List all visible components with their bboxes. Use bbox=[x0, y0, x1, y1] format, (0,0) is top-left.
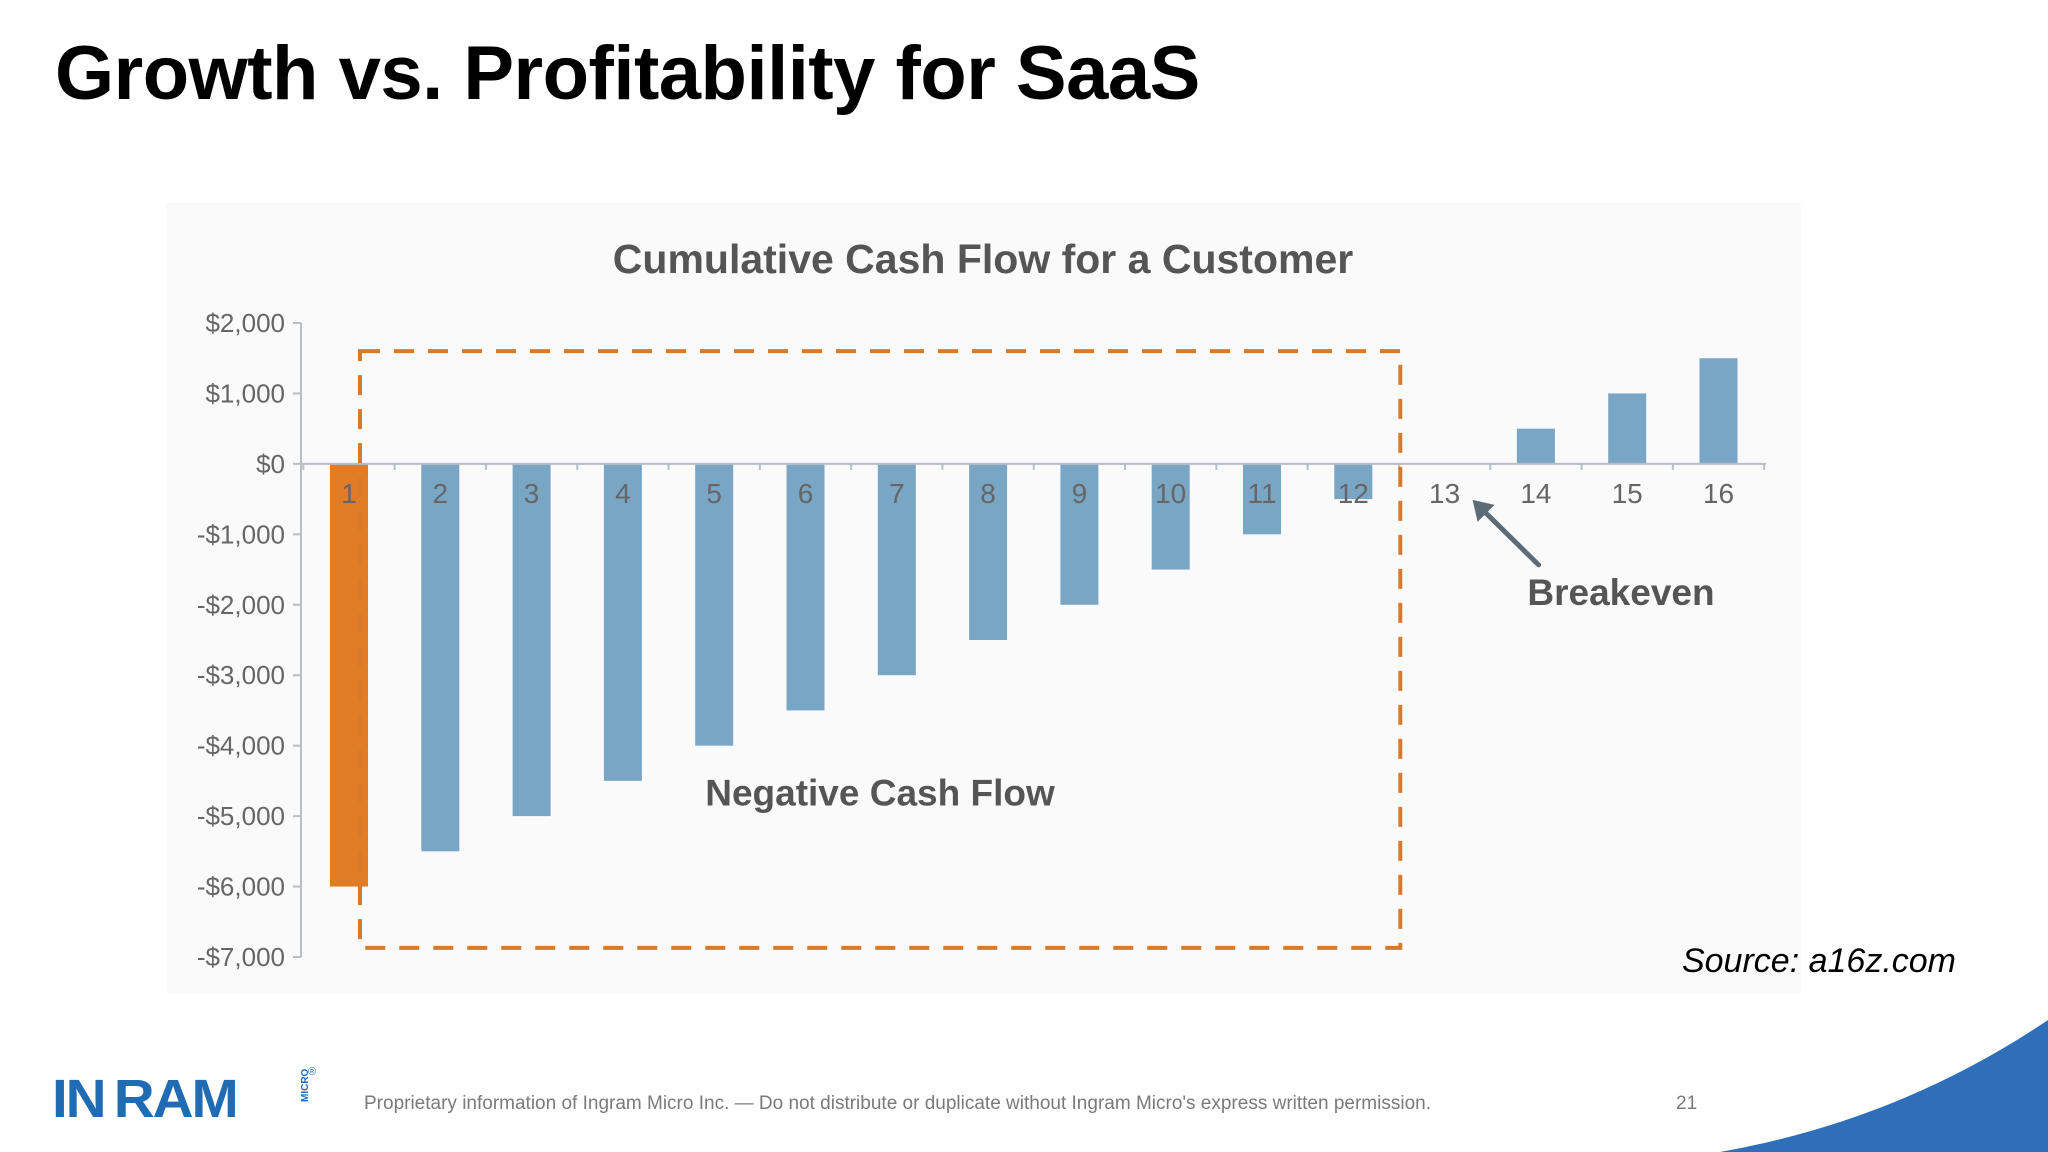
bar-period-14 bbox=[1516, 428, 1555, 464]
y-axis: $2,000 $1,000 $0 -$1,000 -$2,000 -$3,000 -$4,0… bbox=[197, 308, 302, 972]
x-tick-label: 16 bbox=[1703, 478, 1734, 509]
ingram-micro-logo: IN RAM MICRO ® bbox=[52, 1066, 327, 1129]
breakeven-arrow-shaft bbox=[1477, 504, 1542, 568]
logo-wordmark: IN RAM bbox=[52, 1069, 239, 1129]
bar-period-8 bbox=[969, 463, 1008, 640]
bar-period-7 bbox=[877, 463, 916, 676]
bar-period-16 bbox=[1699, 358, 1738, 464]
y-tick-label: -$1,000 bbox=[197, 519, 285, 549]
cumulative-cash-flow-chart: Cumulative Cash Flow for a Customer $2,0… bbox=[197, 236, 1766, 972]
x-tick-label: 5 bbox=[706, 478, 722, 509]
negative-cash-flow-label: Negative Cash Flow bbox=[705, 773, 1055, 814]
x-tick-label: 7 bbox=[889, 478, 905, 509]
x-tick-label: 13 bbox=[1429, 478, 1460, 509]
chart-title: Cumulative Cash Flow for a Customer bbox=[613, 236, 1353, 282]
x-tick-label: 4 bbox=[615, 478, 631, 509]
annotations: Negative Cash Flow Breakeven bbox=[358, 349, 1715, 950]
x-tick-label: 14 bbox=[1520, 478, 1551, 509]
x-tick-label: 10 bbox=[1155, 478, 1186, 509]
bar-period-4 bbox=[603, 463, 642, 781]
slide-title: Growth vs. Profitability for SaaS bbox=[55, 31, 1200, 116]
bar-period-2 bbox=[421, 463, 460, 852]
y-tick-label: $2,000 bbox=[205, 308, 285, 338]
chart-panel: Cumulative Cash Flow for a Customer $2,0… bbox=[166, 203, 1801, 993]
x-tick-label: 8 bbox=[980, 478, 996, 509]
y-tick-label: -$7,000 bbox=[197, 942, 285, 972]
bar-period-10 bbox=[1151, 463, 1190, 570]
y-tick-label: -$5,000 bbox=[197, 801, 285, 831]
breakeven-arrow-head bbox=[1472, 499, 1495, 522]
x-tick-label: 6 bbox=[798, 478, 814, 509]
bars bbox=[330, 358, 1738, 887]
page-number: 21 bbox=[1676, 1093, 1698, 1114]
x-tick-label: 12 bbox=[1338, 478, 1369, 509]
y-tick-label: -$4,000 bbox=[197, 731, 285, 761]
bar-period-11 bbox=[1243, 463, 1281, 535]
bar-period-9 bbox=[1060, 463, 1099, 605]
x-tick-label: 9 bbox=[1072, 478, 1088, 509]
bar-period-3 bbox=[512, 463, 551, 817]
y-tick-label: -$3,000 bbox=[197, 660, 285, 690]
x-tick-label: 2 bbox=[433, 478, 449, 509]
x-tick-label: 1 bbox=[341, 478, 357, 509]
negative-cash-flow-box bbox=[358, 349, 1403, 950]
bar-period-12 bbox=[1334, 463, 1373, 500]
x-tick-label: 3 bbox=[524, 478, 540, 509]
registered-mark: ® bbox=[308, 1066, 317, 1078]
footer-disclaimer: Proprietary information of Ingram Micro … bbox=[364, 1093, 1431, 1114]
x-axis: 1 2 3 4 5 6 7 8 9 10 11 12 13 14 15 16 bbox=[301, 462, 1766, 509]
x-tick-label: 15 bbox=[1612, 478, 1643, 509]
source-note: Source: a16z.com bbox=[1681, 942, 1956, 980]
bar-period-15 bbox=[1608, 393, 1647, 464]
y-tick-label: $1,000 bbox=[205, 378, 285, 408]
y-tick-label: -$2,000 bbox=[197, 590, 285, 620]
bar-period-1 bbox=[330, 463, 368, 887]
y-tick-label: $0 bbox=[256, 449, 285, 479]
y-tick-label: -$6,000 bbox=[197, 872, 285, 902]
x-tick-label: 11 bbox=[1247, 478, 1276, 509]
breakeven-label: Breakeven bbox=[1527, 572, 1714, 613]
bar-period-6 bbox=[786, 463, 825, 711]
bar-period-5 bbox=[695, 463, 734, 746]
